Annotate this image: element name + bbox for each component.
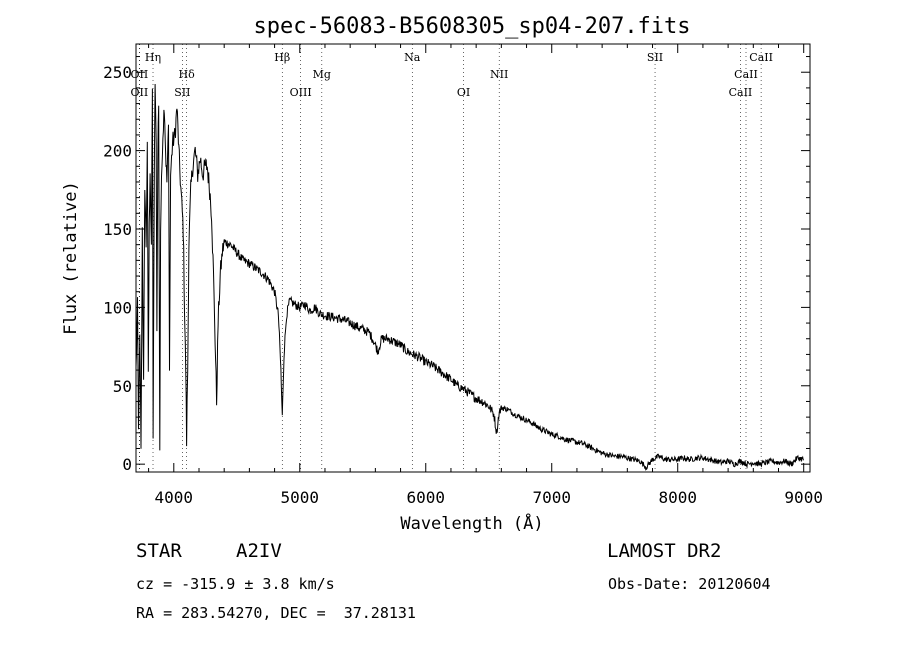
redshift: cz = -315.9 ± 3.8 km/s bbox=[136, 575, 335, 593]
plot-frame bbox=[135, 43, 811, 473]
subclass: A2IV bbox=[236, 540, 282, 562]
x-axis-label: Wavelength (Å) bbox=[400, 512, 543, 534]
line-marker-label: Hδ bbox=[179, 68, 196, 81]
line-marker-label: CaII bbox=[749, 51, 773, 64]
line-marker-label: OII bbox=[131, 86, 149, 99]
line-marker-label: Na bbox=[404, 51, 421, 64]
line-marker-label: SII bbox=[647, 51, 663, 64]
y-tick-label: 0 bbox=[122, 455, 132, 474]
marker-lines bbox=[139, 44, 762, 472]
x-tick-label: 8000 bbox=[658, 488, 697, 507]
line-marker-label: CaII bbox=[734, 68, 758, 81]
spectrum-line bbox=[135, 83, 805, 472]
coordinates: RA = 283.54270, DEC = 37.28131 bbox=[136, 604, 416, 622]
line-marker-label: CaII bbox=[729, 86, 753, 99]
y-tick-label: 200 bbox=[103, 142, 132, 161]
x-tick-label: 6000 bbox=[406, 488, 445, 507]
y-axis-label: Flux (relative) bbox=[61, 181, 81, 335]
x-tick-label: 5000 bbox=[281, 488, 320, 507]
chart-title: spec-56083-B5608305_sp04-207.fits bbox=[253, 14, 690, 39]
line-marker-label: OII bbox=[131, 68, 149, 81]
x-axis: 4000 5000 6000 7000 8000 9000 bbox=[148, 44, 823, 507]
x-tick-label: 9000 bbox=[784, 488, 823, 507]
line-marker-label: Mg bbox=[313, 68, 331, 81]
survey-name: LAMOST DR2 bbox=[607, 540, 722, 562]
line-marker-label: Hβ bbox=[274, 51, 290, 64]
marker-labels: Hη OII Hδ Hβ Mg Na NII SII CaII CaII OII SII OIII OI C… bbox=[131, 51, 773, 99]
line-marker-label: SII bbox=[174, 86, 190, 99]
y-axis: 0 50 100 150 200 250 bbox=[103, 56, 810, 474]
line-marker-label: NII bbox=[490, 68, 508, 81]
line-marker-label: OIII bbox=[290, 86, 312, 99]
y-tick-label: 150 bbox=[103, 220, 132, 239]
obs-date: Obs-Date: 20120604 bbox=[608, 575, 771, 593]
line-marker-label: Hη bbox=[145, 51, 161, 64]
y-tick-label: 50 bbox=[113, 377, 132, 396]
object-type: STAR bbox=[136, 540, 182, 562]
x-tick-label: 7000 bbox=[532, 488, 571, 507]
y-tick-label: 100 bbox=[103, 298, 132, 317]
y-tick-label: 250 bbox=[103, 63, 132, 82]
x-tick-label: 4000 bbox=[155, 488, 194, 507]
line-marker-label: OI bbox=[457, 86, 470, 99]
